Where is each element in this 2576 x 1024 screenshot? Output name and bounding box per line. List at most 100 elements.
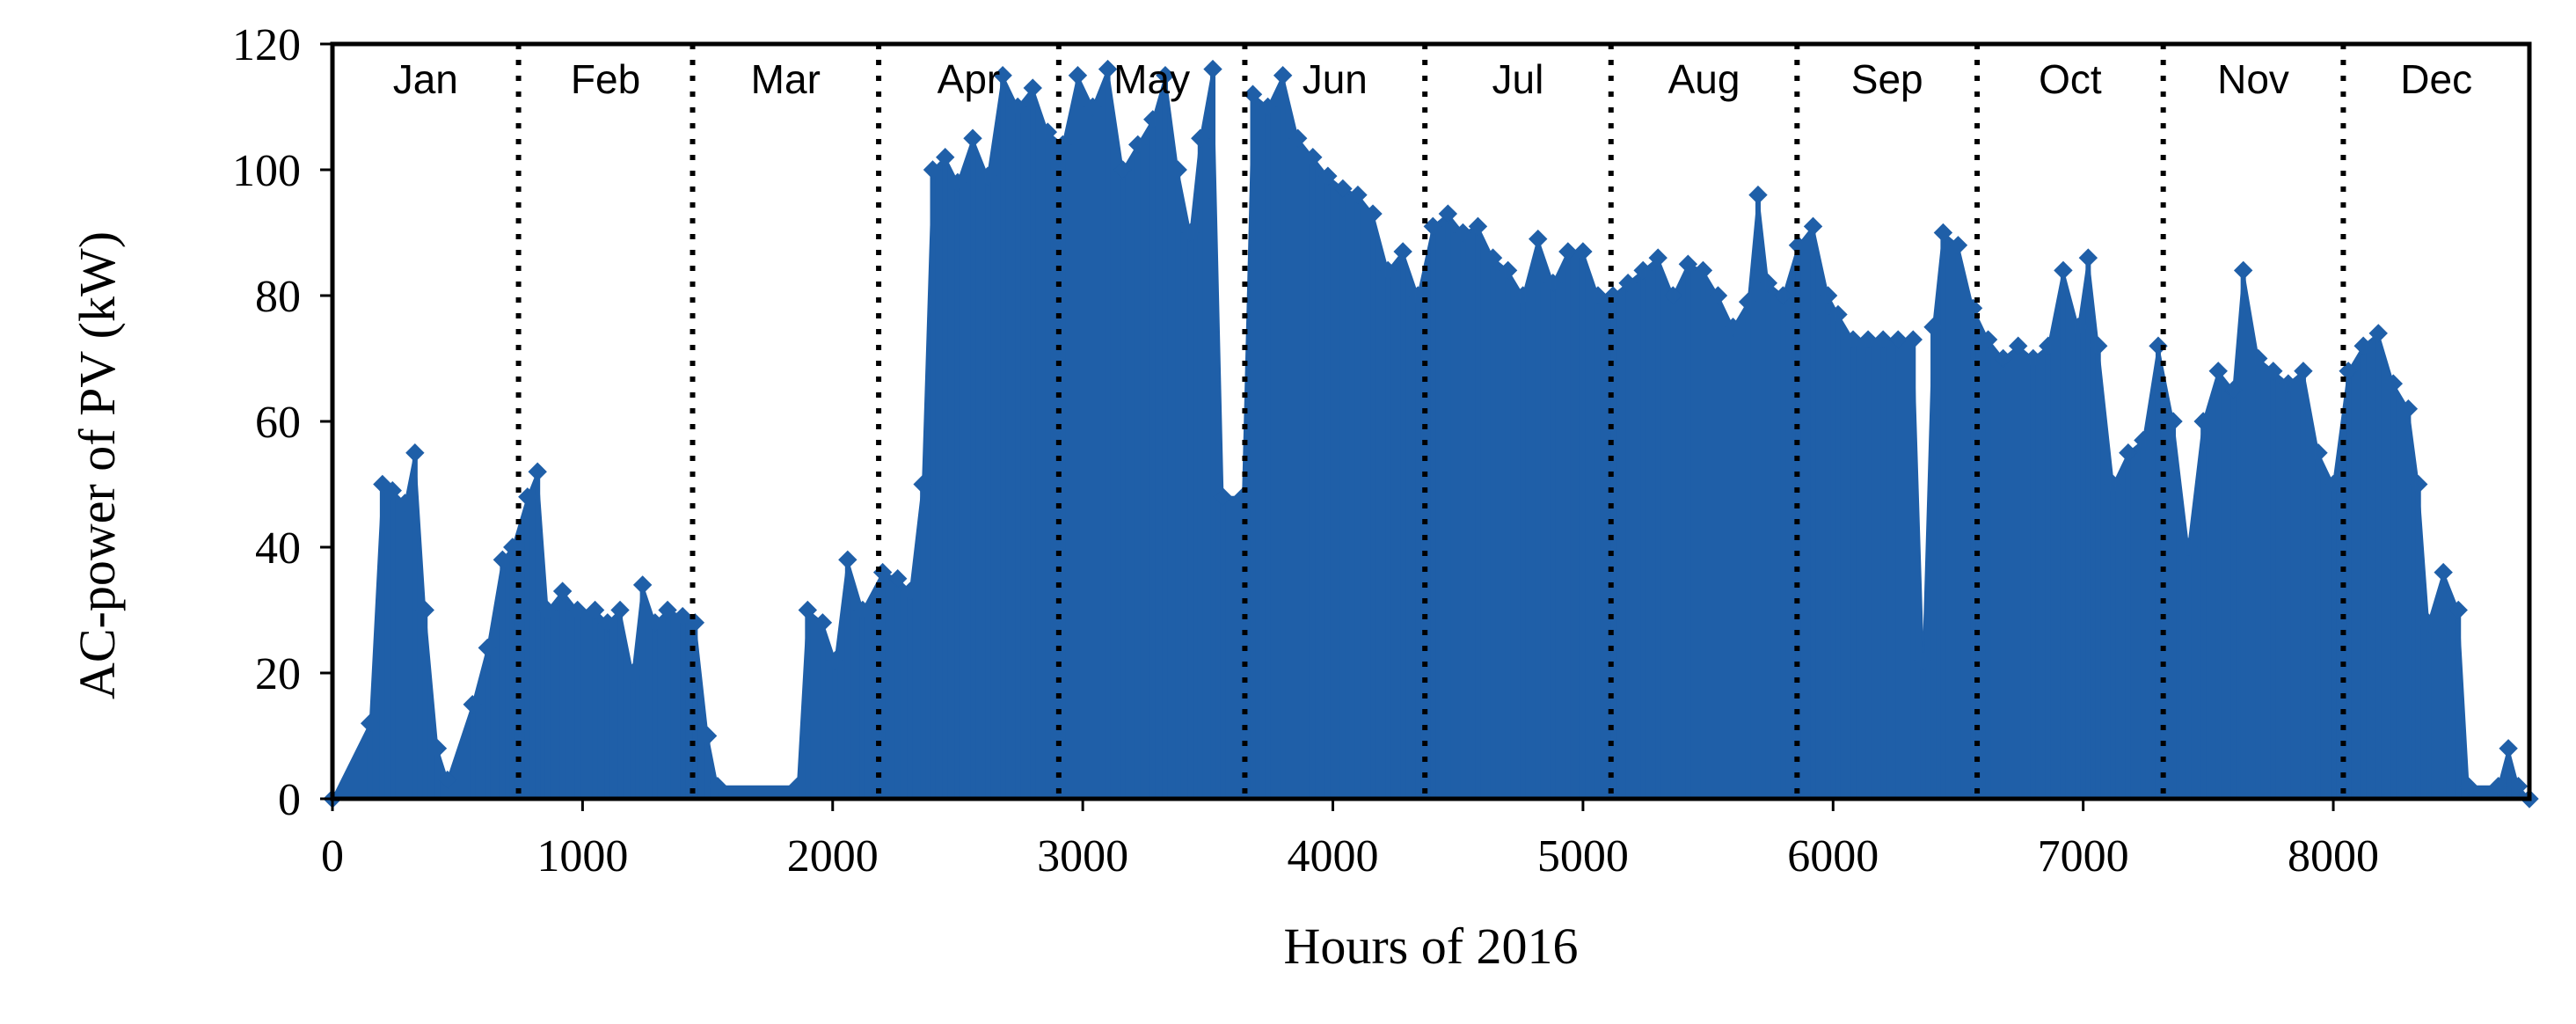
pv-point-143 xyxy=(2409,474,2428,494)
pv-point-137 xyxy=(2324,474,2343,494)
pv-point-142 xyxy=(2398,399,2419,419)
pv-point-18 xyxy=(585,600,605,620)
pv-point-63 xyxy=(1258,97,1278,117)
pv-point-106 xyxy=(1888,330,1908,349)
pv-point-40 xyxy=(936,147,955,167)
pv-point-16 xyxy=(552,581,573,601)
pv-point-24 xyxy=(658,600,677,620)
pv-point-145 xyxy=(2434,562,2453,582)
pv-point-118 xyxy=(2054,260,2073,281)
pv-point-94 xyxy=(1723,318,1743,337)
pv-point-120 xyxy=(2078,248,2098,267)
pv-point-119 xyxy=(2069,318,2088,337)
pv-point-36 xyxy=(887,569,908,589)
pv-point-75 xyxy=(1438,204,1458,223)
pv-point-138 xyxy=(2339,362,2358,381)
pv-point-20 xyxy=(610,600,630,620)
pv-point-148 xyxy=(2489,776,2508,796)
month-label-jun: Jun xyxy=(1303,56,1368,102)
pv-point-5 xyxy=(405,443,425,463)
pv-point-8 xyxy=(438,770,457,790)
pv-point-1 xyxy=(360,713,380,733)
pv-point-147 xyxy=(2458,776,2478,796)
pv-point-91 xyxy=(1678,254,1698,274)
pv-point-56 xyxy=(1168,160,1187,179)
pv-point-71 xyxy=(1378,260,1397,281)
pv-point-19 xyxy=(598,613,617,633)
pv-point-109 xyxy=(1923,318,1943,337)
pv-point-80 xyxy=(1513,286,1533,305)
pv-point-135 xyxy=(2294,362,2313,381)
pv-point-43 xyxy=(978,166,997,186)
y-tick-label-40: 40 xyxy=(255,523,301,574)
pv-point-4 xyxy=(395,494,415,513)
pv-point-121 xyxy=(2089,336,2108,355)
pv-point-44 xyxy=(993,66,1012,85)
pv-point-105 xyxy=(1873,330,1893,349)
plot-area xyxy=(323,59,2539,808)
pv-point-70 xyxy=(1363,204,1383,223)
pv-point-130 xyxy=(2223,380,2244,399)
pv-point-103 xyxy=(1843,330,1863,349)
y-tick-label-120: 120 xyxy=(232,20,301,70)
pv-point-11 xyxy=(493,550,513,570)
pv-point-96 xyxy=(1748,185,1768,205)
pv-point-113 xyxy=(1978,330,1998,349)
pv-point-37 xyxy=(901,581,920,601)
pv-point-136 xyxy=(2309,443,2328,463)
pv-point-102 xyxy=(1828,304,1848,325)
pv-point-116 xyxy=(2024,348,2043,369)
pv-point-28 xyxy=(708,776,727,796)
pv-point-114 xyxy=(1993,348,2013,369)
pv-point-140 xyxy=(2368,324,2388,343)
pv-point-21 xyxy=(623,663,642,683)
pv-point-77 xyxy=(1468,216,1488,237)
pv-point-150 xyxy=(2508,776,2529,796)
pv-point-66 xyxy=(1303,147,1323,167)
month-labels: Jan Feb Mar Apr May Jun Jul Aug Sep Oct Nov Dec xyxy=(393,56,2472,102)
x-axis-title: Hours of 2016 xyxy=(1283,918,1578,975)
pv-point-146 xyxy=(2448,600,2468,620)
pv-point-129 xyxy=(2208,362,2228,381)
pv-point-52 xyxy=(1113,160,1133,179)
pv-point-72 xyxy=(1393,242,1412,261)
month-label-jul: Jul xyxy=(1492,56,1544,102)
y-tick-label-100: 100 xyxy=(232,146,301,196)
pv-point-85 xyxy=(1588,286,1608,305)
pv-point-22 xyxy=(632,575,653,595)
pv-point-131 xyxy=(2233,260,2253,281)
pv-point-79 xyxy=(1498,260,1518,281)
pv-point-134 xyxy=(2279,374,2298,393)
pv-point-74 xyxy=(1423,216,1442,237)
pv-point-3 xyxy=(383,480,402,501)
pv-point-54 xyxy=(1143,110,1163,129)
pv-point-97 xyxy=(1758,273,1778,293)
pv-point-57 xyxy=(1180,223,1200,243)
pv-point-33 xyxy=(838,550,857,570)
pv-point-132 xyxy=(2249,348,2268,369)
pv-point-17 xyxy=(567,600,587,620)
pv-point-60 xyxy=(1213,487,1233,507)
month-label-mar: Mar xyxy=(751,56,821,102)
pv-point-124 xyxy=(2134,430,2153,450)
pv-point-42 xyxy=(963,128,982,148)
pv-point-14 xyxy=(528,462,547,481)
pv-point-27 xyxy=(697,726,718,746)
pv-point-34 xyxy=(853,600,872,620)
pv-point-122 xyxy=(2104,474,2123,494)
pv-point-95 xyxy=(1738,292,1758,311)
pv-point-30 xyxy=(798,600,818,620)
x-tick-label-7000: 7000 xyxy=(2038,831,2129,881)
pv-point-29 xyxy=(788,776,807,796)
pv-point-90 xyxy=(1663,286,1682,305)
pv-point-93 xyxy=(1708,286,1728,305)
pv-point-9 xyxy=(463,695,482,714)
month-label-apr: Apr xyxy=(938,56,1001,102)
pv-point-39 xyxy=(923,160,943,179)
pv-point-107 xyxy=(1903,330,1923,349)
pv-point-68 xyxy=(1333,179,1353,199)
pv-point-144 xyxy=(2419,613,2438,633)
pv-point-25 xyxy=(673,606,692,626)
pv-point-101 xyxy=(1818,286,1838,305)
y-tick-label-60: 60 xyxy=(255,398,301,448)
